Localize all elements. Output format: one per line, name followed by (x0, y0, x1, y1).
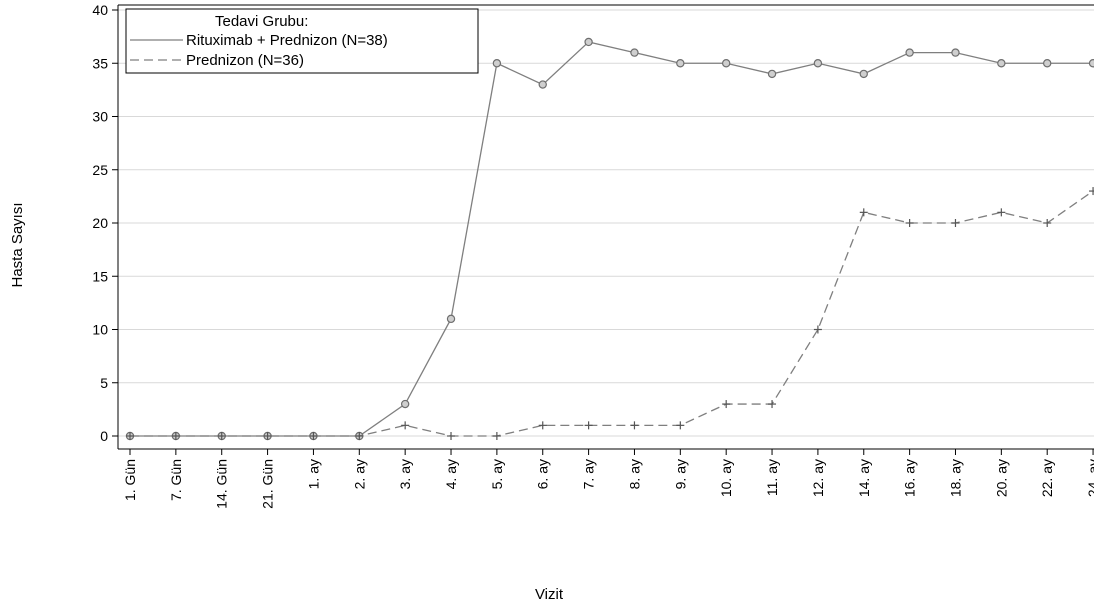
series-2-point (1089, 187, 1094, 196)
series-1-point (538, 80, 547, 89)
legend-label: Prednizon (N=36) (186, 52, 304, 69)
legend-entry-2: Prednizon (N=36) (130, 52, 304, 69)
series-2-point (813, 325, 822, 334)
x-tick-label: 5. ay (489, 459, 505, 489)
legend-label: Rituximab + Prednizon (N=38) (186, 32, 388, 49)
y-tick-label: 5 (100, 375, 108, 391)
series-1-point (676, 59, 685, 68)
x-tick-label: 8. ay (626, 459, 642, 489)
x-tick-label: 2. ay (351, 459, 367, 489)
series-1-point (767, 69, 777, 79)
legend-entry-1: Rituximab + Prednizon (N=38) (130, 32, 388, 49)
series-1-point (1088, 59, 1094, 68)
series-2-point (722, 400, 731, 409)
x-tick-label: 1. ay (305, 459, 321, 489)
series-1-point (997, 59, 1006, 68)
series-2-point (997, 208, 1006, 217)
x-tick-label: 9. ay (672, 459, 688, 489)
x-tick-label: 7. ay (581, 459, 597, 489)
series-1-point (446, 314, 456, 324)
series-2-point (584, 421, 593, 430)
series-2-point (401, 421, 410, 430)
legend: Tedavi Grubu: Rituximab + Prednizon (N=3… (125, 8, 479, 74)
series-1-point (951, 48, 960, 57)
series-2-point (171, 432, 180, 440)
x-tick-label: 4. ay (443, 459, 459, 489)
series-1-point (813, 59, 823, 68)
series-layer (125, 37, 1094, 441)
series-2-point (447, 432, 456, 440)
series-2-point (1043, 219, 1052, 227)
x-tick-label: 24. ay (1085, 459, 1094, 497)
y-tick-label: 35 (92, 55, 108, 71)
series-2-point (859, 208, 868, 217)
series-1-point (905, 48, 914, 57)
series-1-point (400, 399, 410, 409)
x-tick-label: 3. ay (397, 459, 413, 489)
series-2-point (905, 219, 914, 227)
y-tick-label: 30 (92, 109, 108, 125)
x-tick-label: 21. Gün (260, 459, 276, 509)
series-2-point (217, 432, 226, 440)
series-1-point (721, 59, 731, 68)
series-2-point (309, 432, 318, 440)
series-1-point (584, 37, 593, 47)
x-tick-label: 14. ay (856, 459, 872, 497)
y-axis-title: Hasta Sayısı (9, 202, 26, 287)
series-2-point (126, 432, 134, 440)
x-tick-label: 20. ay (993, 459, 1009, 497)
series-1-point (630, 48, 639, 57)
legend-title: Tedavi Grubu: (215, 13, 308, 30)
series-2-point (492, 432, 501, 440)
x-tick-label: 11. ay (764, 459, 780, 496)
series-2-point (676, 421, 685, 430)
series-line-2 (130, 190, 1094, 437)
series-1-point (859, 69, 868, 79)
series-line-1 (130, 41, 1094, 437)
x-tick-label: 1. Gün (122, 459, 138, 501)
y-tick-label: 25 (92, 162, 108, 178)
gridlines (118, 9, 1094, 437)
series-2-point (768, 400, 777, 409)
series-1-point (492, 59, 502, 68)
y-tick-label: 40 (92, 2, 108, 18)
x-tick-label: 22. ay (1039, 459, 1055, 497)
x-tick-label: 10. ay (718, 459, 734, 497)
x-tick-label: 14. Gün (214, 459, 230, 509)
legend-box (125, 8, 479, 74)
y-tick-label: 10 (92, 322, 108, 338)
x-tick-label: 12. ay (810, 459, 826, 497)
x-tick-label: 16. ay (902, 459, 918, 497)
y-tick-label: 20 (92, 215, 108, 231)
series-2-point (355, 432, 364, 440)
x-axis-title: Vizit (535, 586, 564, 603)
x-tick-label: 6. ay (535, 459, 551, 489)
series-2-point (538, 421, 547, 430)
y-tick-label: 0 (100, 428, 108, 444)
axes: 0 5 10 15 20 25 30 35 40 1. Gün 7. Gün 14. Gün 21. G… (92, 2, 1094, 509)
series-2-point (263, 432, 272, 440)
series-2-point (630, 421, 639, 430)
series-2-point (951, 219, 960, 227)
y-tick-label: 15 (92, 268, 108, 284)
x-tick-label: 7. Gün (168, 459, 184, 501)
x-tick-label: 18. ay (947, 459, 963, 497)
series-1-point (1042, 59, 1052, 68)
